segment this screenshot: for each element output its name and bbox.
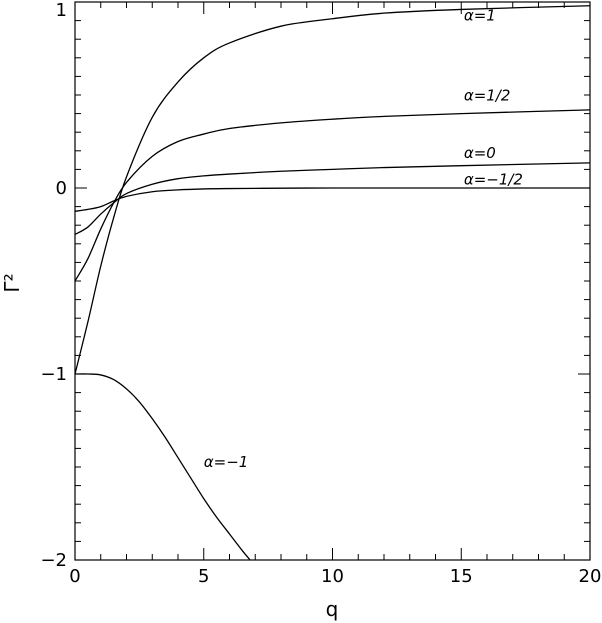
- curve-label: α=−1: [204, 453, 249, 471]
- series-line-1: [74, 109, 591, 282]
- curve-label: α=−1/2: [464, 170, 523, 188]
- series-line-4: [74, 373, 251, 561]
- curve-label: α=1: [464, 7, 496, 25]
- x-tick-labels: 0 5 10 15 20: [69, 566, 601, 587]
- series-line-0: [74, 5, 591, 375]
- plot-frame: [74, 1, 591, 561]
- y-axis-label: Γ²: [0, 273, 24, 292]
- y-tick-label: −2: [40, 550, 67, 571]
- series-curves: [74, 5, 591, 561]
- axis-ticks: [74, 1, 591, 561]
- y-tick-label: −1: [40, 364, 67, 385]
- curve-label: α=1/2: [464, 87, 511, 105]
- curve-label: α=0: [464, 144, 496, 162]
- y-tick-label: 1: [56, 0, 67, 21]
- x-tick-label: 10: [321, 566, 344, 587]
- curve-annotations: α=1 α=1/2 α=0 α=−1/2 α=−1: [204, 7, 523, 471]
- y-tick-labels: −2 −1 0 1: [40, 0, 67, 571]
- y-tick-label: 0: [56, 178, 67, 199]
- series-line-2: [74, 162, 591, 236]
- x-tick-label: 15: [450, 566, 473, 587]
- x-axis-label: q: [326, 597, 339, 621]
- x-tick-label: 20: [579, 566, 602, 587]
- x-tick-label: 5: [198, 566, 209, 587]
- x-tick-label: 0: [69, 566, 80, 587]
- series-line-3: [74, 187, 590, 212]
